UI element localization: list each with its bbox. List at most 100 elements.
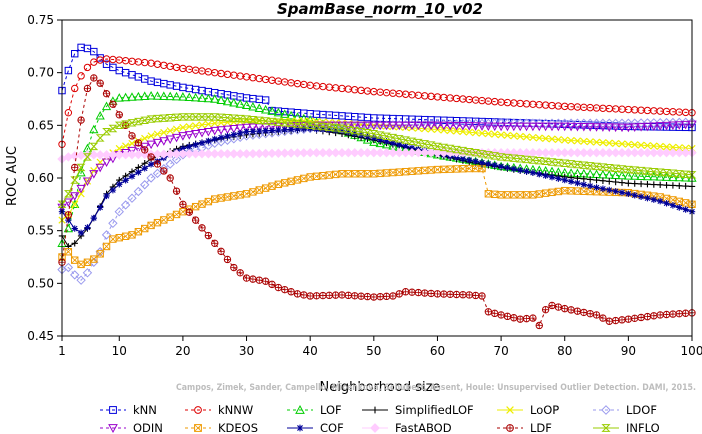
data-point [547,158,557,166]
data-point [426,121,436,131]
data-point [432,121,443,131]
data-point [95,111,105,120]
data-point [523,168,530,175]
data-point [280,119,290,127]
data-point [338,170,346,178]
data-point [267,106,277,115]
data-point [235,99,245,108]
x-axis-label: Neighborhood size [320,380,441,395]
data-point [606,186,613,194]
data-point [236,269,244,277]
data-point [82,177,93,187]
data-point [300,291,308,299]
data-point [650,142,658,150]
data-point [101,150,112,160]
data-point [420,140,430,148]
data-point [420,148,430,158]
data-point [108,150,118,160]
data-point [71,50,79,58]
data-point [668,172,678,182]
data-point [389,292,397,300]
data-point [235,114,245,123]
data-point [553,158,563,167]
data-point [636,123,646,132]
data-point [522,133,531,141]
data-point [305,123,315,134]
data-point [184,149,194,159]
data-point [516,191,524,199]
data-point [210,113,220,121]
legend-label: ODIN [133,421,163,434]
data-point [179,200,187,209]
data-point [248,123,258,133]
data-point [363,129,372,137]
data-point [121,120,131,128]
data-point [77,190,85,198]
data-point [223,114,232,122]
data-point [637,180,645,188]
data-point [109,235,117,243]
data-point [515,122,525,132]
data-point [598,148,608,158]
data-point [203,149,214,159]
legend-label: FastABOD [395,421,452,434]
data-point [71,84,79,93]
data-point [521,118,532,128]
data-point [337,148,347,158]
data-point [102,127,111,136]
data-point [343,125,353,134]
data-point [649,122,659,132]
data-point [663,181,670,189]
data-point [580,308,588,317]
data-point [502,118,513,128]
data-point [655,117,665,128]
data-point [217,134,225,141]
data-point [599,177,607,184]
data-point [133,117,143,126]
legend-marker [371,406,379,414]
data-point [375,121,385,131]
data-point [610,148,621,158]
data-point [617,170,627,180]
data-point [681,199,690,207]
series-knnw [58,55,696,148]
data-point [535,321,543,330]
data-point [108,218,118,229]
legend-label: COF [320,421,344,434]
data-point [637,193,645,200]
data-point [427,289,435,298]
data-point [566,160,576,168]
data-point [579,118,589,128]
data-point [637,141,645,149]
data-point [159,149,169,159]
data-point [381,148,392,158]
data-point [292,148,303,158]
data-point [547,148,557,158]
legend-item-knnw: kNNW [185,403,253,417]
data-point [560,118,570,128]
data-point [147,161,155,168]
data-point [197,149,207,159]
data-point [90,47,98,56]
data-point [624,140,632,148]
data-point [401,136,411,144]
data-point [529,314,537,322]
data-point [542,172,549,179]
data-point [573,307,582,315]
data-point [178,92,188,101]
data-point [643,167,652,175]
data-point [541,157,551,166]
data-point [294,125,301,133]
data-point [76,167,86,177]
data-point [89,170,99,179]
data-point [534,157,544,165]
data-point [669,310,677,318]
data-point [186,143,193,150]
data-point [241,149,252,159]
data-point [674,121,684,130]
data-point [669,196,677,204]
data-point [229,149,239,159]
data-point [585,162,595,170]
data-point [477,150,487,158]
data-point [127,146,137,156]
